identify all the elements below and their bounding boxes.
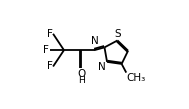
Text: S: S [115,29,121,39]
Text: O: O [77,69,86,79]
Text: F: F [43,45,49,55]
Text: N: N [98,62,106,72]
Text: N: N [91,36,98,46]
Text: F: F [47,61,53,72]
Text: H: H [78,76,85,85]
Text: F: F [47,29,53,39]
Text: CH₃: CH₃ [127,73,146,83]
